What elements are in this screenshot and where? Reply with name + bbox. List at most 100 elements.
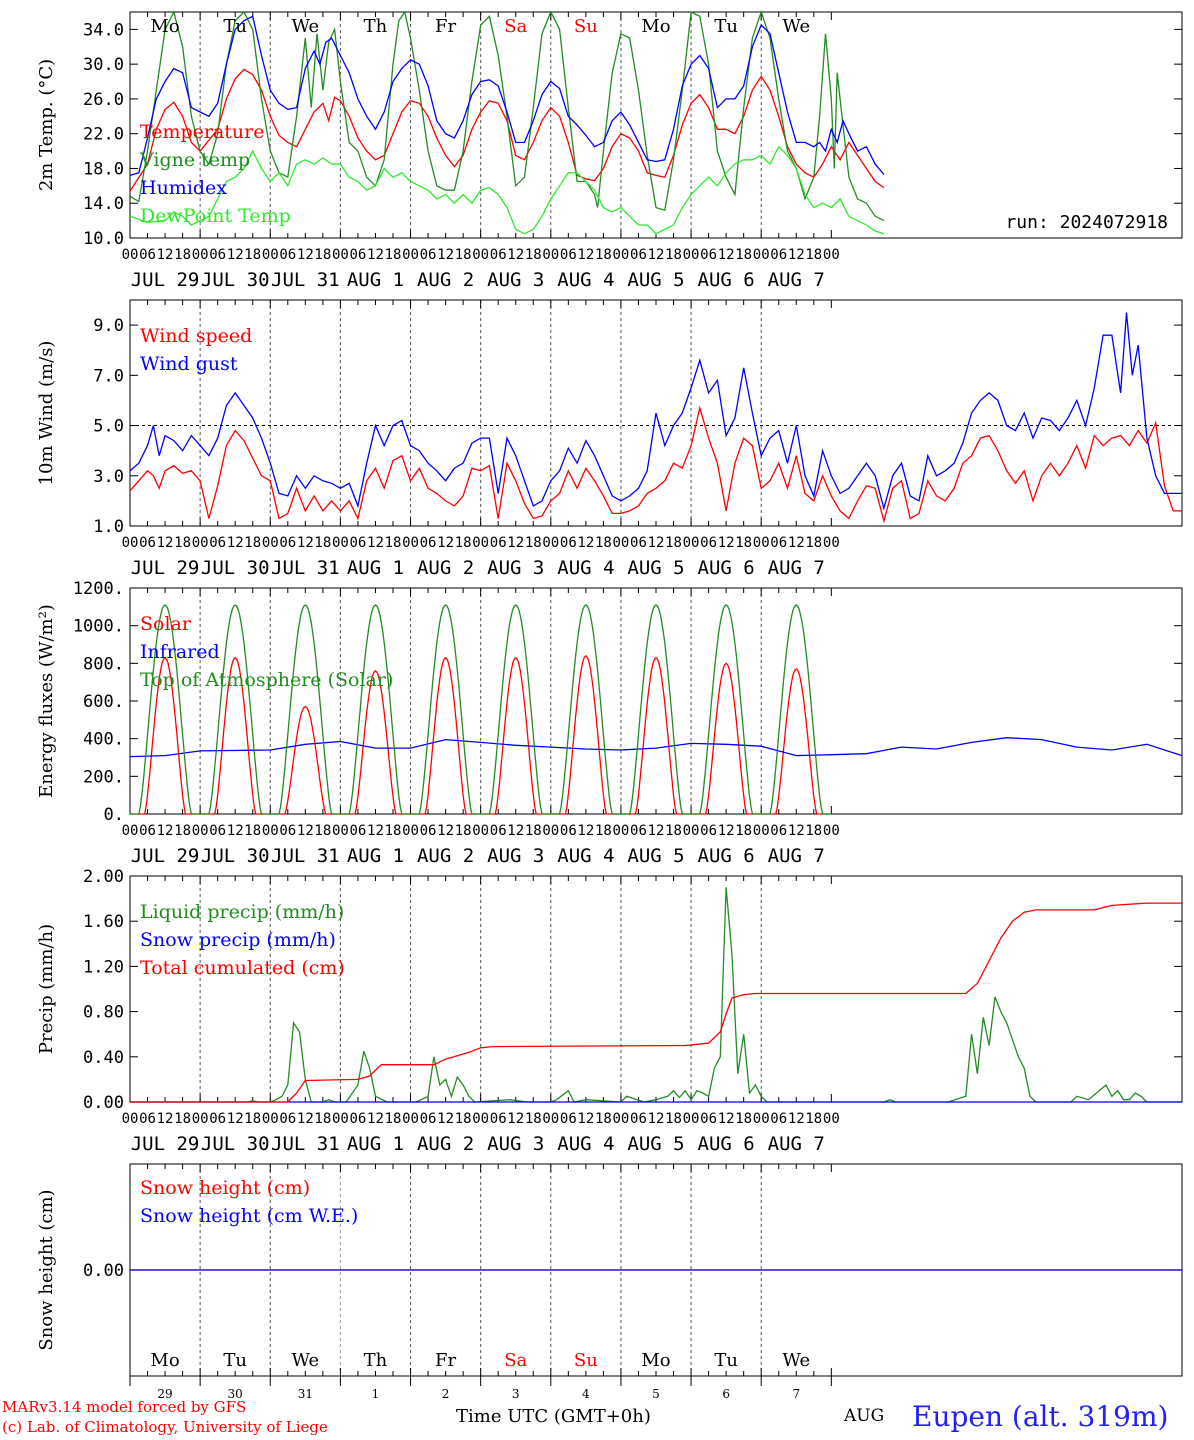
hour-tick-label: 06: [490, 1111, 507, 1127]
hour-tick-label: 00: [122, 247, 139, 263]
series-line-wind-speed: [129, 405, 1182, 524]
hour-tick-label: 06: [560, 535, 577, 551]
date-label: JUL 29: [131, 557, 200, 579]
hour-tick-label: 06: [770, 247, 787, 263]
hour-tick-label: 18: [665, 823, 682, 839]
hour-tick-label: 12: [507, 247, 524, 263]
hour-tick-label: 12: [367, 1111, 384, 1127]
date-label: AUG 5: [627, 1133, 684, 1155]
hour-tick-label: 12: [577, 535, 594, 551]
hour-tick-label: 18: [595, 247, 612, 263]
date-label: AUG 4: [557, 269, 614, 291]
hour-tick-label: 18: [244, 247, 261, 263]
y-axis-label: Energy fluxes (W/m²): [36, 604, 57, 798]
hour-tick-label: 06: [139, 823, 156, 839]
y-tick-label: 3.0: [93, 467, 124, 487]
weekday-label: We: [291, 16, 319, 37]
hour-tick-label: 00: [262, 1111, 279, 1127]
date-label: AUG 2: [417, 269, 474, 291]
hour-tick-label: 00: [753, 823, 770, 839]
hour-tick-label: 06: [560, 1111, 577, 1127]
hour-tick-label: 12: [157, 535, 174, 551]
date-label: JUL 31: [271, 1133, 340, 1155]
series-line-top-of-atmosphere-solar-: [130, 604, 832, 815]
legend-entry: DewPoint Temp: [140, 205, 291, 227]
hour-tick-label: 18: [385, 535, 402, 551]
hour-tick-label: 18: [455, 1111, 472, 1127]
hour-tick-label: 18: [314, 823, 331, 839]
hour-tick-label: 12: [718, 535, 735, 551]
date-label: AUG 5: [627, 845, 684, 867]
hour-tick-label: 06: [350, 1111, 367, 1127]
date-label: AUG 1: [347, 1133, 404, 1155]
hour-tick-label: 18: [735, 1111, 752, 1127]
weekday-label: Su: [574, 1350, 598, 1371]
day-number: 1: [372, 1387, 380, 1401]
weekday-label: Su: [574, 16, 598, 37]
hour-tick-label: 18: [665, 1111, 682, 1127]
hour-tick-label: 18: [244, 823, 261, 839]
run-label: run: 2024072918: [1005, 212, 1168, 233]
legend-entry: Humidex: [140, 177, 227, 199]
hour-tick-label: 00: [262, 535, 279, 551]
hour-tick-label: 18: [385, 1111, 402, 1127]
y-tick-label: 200.: [83, 767, 124, 787]
hour-tick-label: 00: [472, 823, 489, 839]
date-label: AUG 5: [627, 557, 684, 579]
weekday-label: We: [782, 1350, 810, 1371]
hour-tick-label: 12: [157, 247, 174, 263]
y-tick-label: 7.0: [93, 366, 124, 386]
hour-tick-label: 00: [402, 535, 419, 551]
hour-tick-label: 18: [735, 535, 752, 551]
hour-tick-label: 00: [542, 823, 559, 839]
credit-line-2: (c) Lab. of Climatology, University of L…: [2, 1418, 328, 1436]
hour-tick-label: 00: [823, 535, 840, 551]
hour-tick-label: 06: [560, 823, 577, 839]
hour-tick-label: 18: [244, 1111, 261, 1127]
weekday-label: Th: [364, 1350, 388, 1371]
hour-tick-label: 06: [700, 1111, 717, 1127]
date-label: AUG 7: [768, 557, 825, 579]
weekday-label: Fr: [435, 16, 456, 37]
hour-tick-label: 18: [665, 535, 682, 551]
legend-entry: Solar: [140, 613, 192, 635]
date-label: AUG 6: [698, 557, 755, 579]
hour-tick-label: 00: [683, 247, 700, 263]
y-tick-label: 0.00: [83, 1261, 124, 1281]
y-tick-label: 1000.: [73, 617, 124, 637]
hour-tick-label: 06: [700, 535, 717, 551]
day-number: 29: [157, 1387, 172, 1401]
weekday-label: Mo: [150, 1350, 179, 1371]
hour-tick-label: 18: [314, 247, 331, 263]
weekday-label: Tu: [223, 1350, 247, 1371]
y-axis-label: 2m Temp. (°C): [36, 59, 57, 191]
station-name: Eupen (alt. 319m): [912, 1400, 1169, 1433]
hour-tick-label: 12: [437, 535, 454, 551]
date-label: AUG 3: [487, 557, 544, 579]
hour-tick-label: 12: [718, 1111, 735, 1127]
series-line-humidex: [129, 15, 885, 177]
hour-tick-label: 12: [157, 823, 174, 839]
y-tick-label: 9.0: [93, 316, 124, 336]
date-label: AUG 6: [698, 845, 755, 867]
hour-tick-label: 18: [595, 823, 612, 839]
hour-tick-label: 06: [630, 247, 647, 263]
hour-tick-label: 00: [753, 1111, 770, 1127]
date-label: AUG 3: [487, 269, 544, 291]
hour-tick-label: 12: [297, 1111, 314, 1127]
day-number: 5: [652, 1387, 660, 1401]
hour-tick-label: 00: [332, 247, 349, 263]
y-tick-label: 2.00: [83, 867, 124, 887]
hour-tick-label: 06: [490, 823, 507, 839]
y-tick-label: 0.00: [83, 1093, 124, 1113]
hour-tick-label: 18: [455, 247, 472, 263]
hour-tick-label: 18: [735, 823, 752, 839]
weekday-label: Tu: [714, 16, 738, 37]
weekday-label: Mo: [641, 16, 670, 37]
hour-tick-label: 06: [490, 247, 507, 263]
y-tick-label: 26.0: [83, 90, 124, 110]
hour-tick-label: 12: [648, 535, 665, 551]
hour-tick-label: 06: [700, 823, 717, 839]
y-tick-label: 34.0: [83, 20, 124, 40]
